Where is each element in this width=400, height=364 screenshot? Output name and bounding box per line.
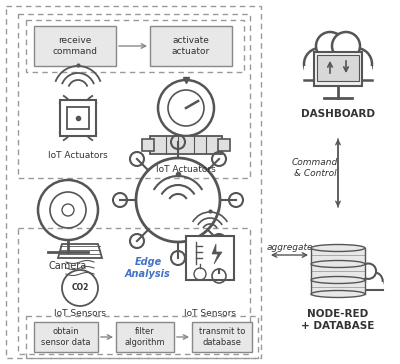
Bar (6, 6, 261, 358)
Ellipse shape (311, 245, 365, 252)
Bar (218, 139, 230, 151)
Bar (345, 282, 383, 290)
Text: NODE-RED
+ DATABASE: NODE-RED + DATABASE (301, 309, 375, 331)
Ellipse shape (311, 261, 365, 268)
Bar (26, 316, 258, 358)
Circle shape (352, 264, 367, 279)
Bar (314, 52, 362, 86)
Text: DASHBOARD: DASHBOARD (301, 109, 375, 119)
Text: IoT Sensors: IoT Sensors (184, 309, 236, 318)
Bar (150, 26, 232, 66)
Bar (317, 55, 359, 81)
Text: Camera: Camera (49, 261, 87, 271)
Text: IoT Actuators: IoT Actuators (48, 151, 108, 161)
Bar (26, 20, 244, 72)
Text: filter
algorithm: filter algorithm (125, 327, 165, 347)
Bar (311, 264, 365, 278)
Bar (18, 228, 250, 354)
Bar (192, 322, 252, 352)
Circle shape (304, 48, 336, 80)
Text: Edge
Analysis: Edge Analysis (125, 257, 171, 279)
Bar (34, 26, 116, 66)
Circle shape (340, 48, 372, 80)
Text: receive
command: receive command (52, 36, 98, 56)
Circle shape (345, 272, 363, 290)
Text: transmit to
database: transmit to database (199, 327, 245, 347)
Polygon shape (212, 244, 222, 264)
Bar (311, 248, 365, 262)
Text: IoT Actuators: IoT Actuators (156, 166, 216, 174)
Circle shape (365, 272, 383, 290)
Ellipse shape (311, 290, 365, 297)
Text: activate
actuator: activate actuator (172, 36, 210, 56)
Circle shape (332, 32, 360, 60)
Bar (60, 100, 96, 136)
Bar (311, 280, 365, 294)
Bar (304, 66, 372, 80)
Text: aggregate: aggregate (267, 244, 313, 253)
Text: IoT Sensors: IoT Sensors (54, 309, 106, 318)
Ellipse shape (311, 277, 365, 284)
Text: obtain
sensor data: obtain sensor data (41, 327, 91, 347)
Circle shape (361, 264, 376, 279)
Circle shape (316, 32, 344, 60)
Circle shape (316, 34, 360, 78)
Text: CO2: CO2 (71, 284, 89, 293)
Bar (150, 136, 222, 154)
Text: Command
& Control: Command & Control (292, 158, 338, 178)
Bar (34, 322, 98, 352)
Bar (18, 14, 250, 178)
Bar (116, 322, 174, 352)
Bar (142, 139, 154, 151)
Circle shape (352, 265, 376, 289)
Bar (67, 107, 89, 129)
Bar (186, 236, 234, 280)
